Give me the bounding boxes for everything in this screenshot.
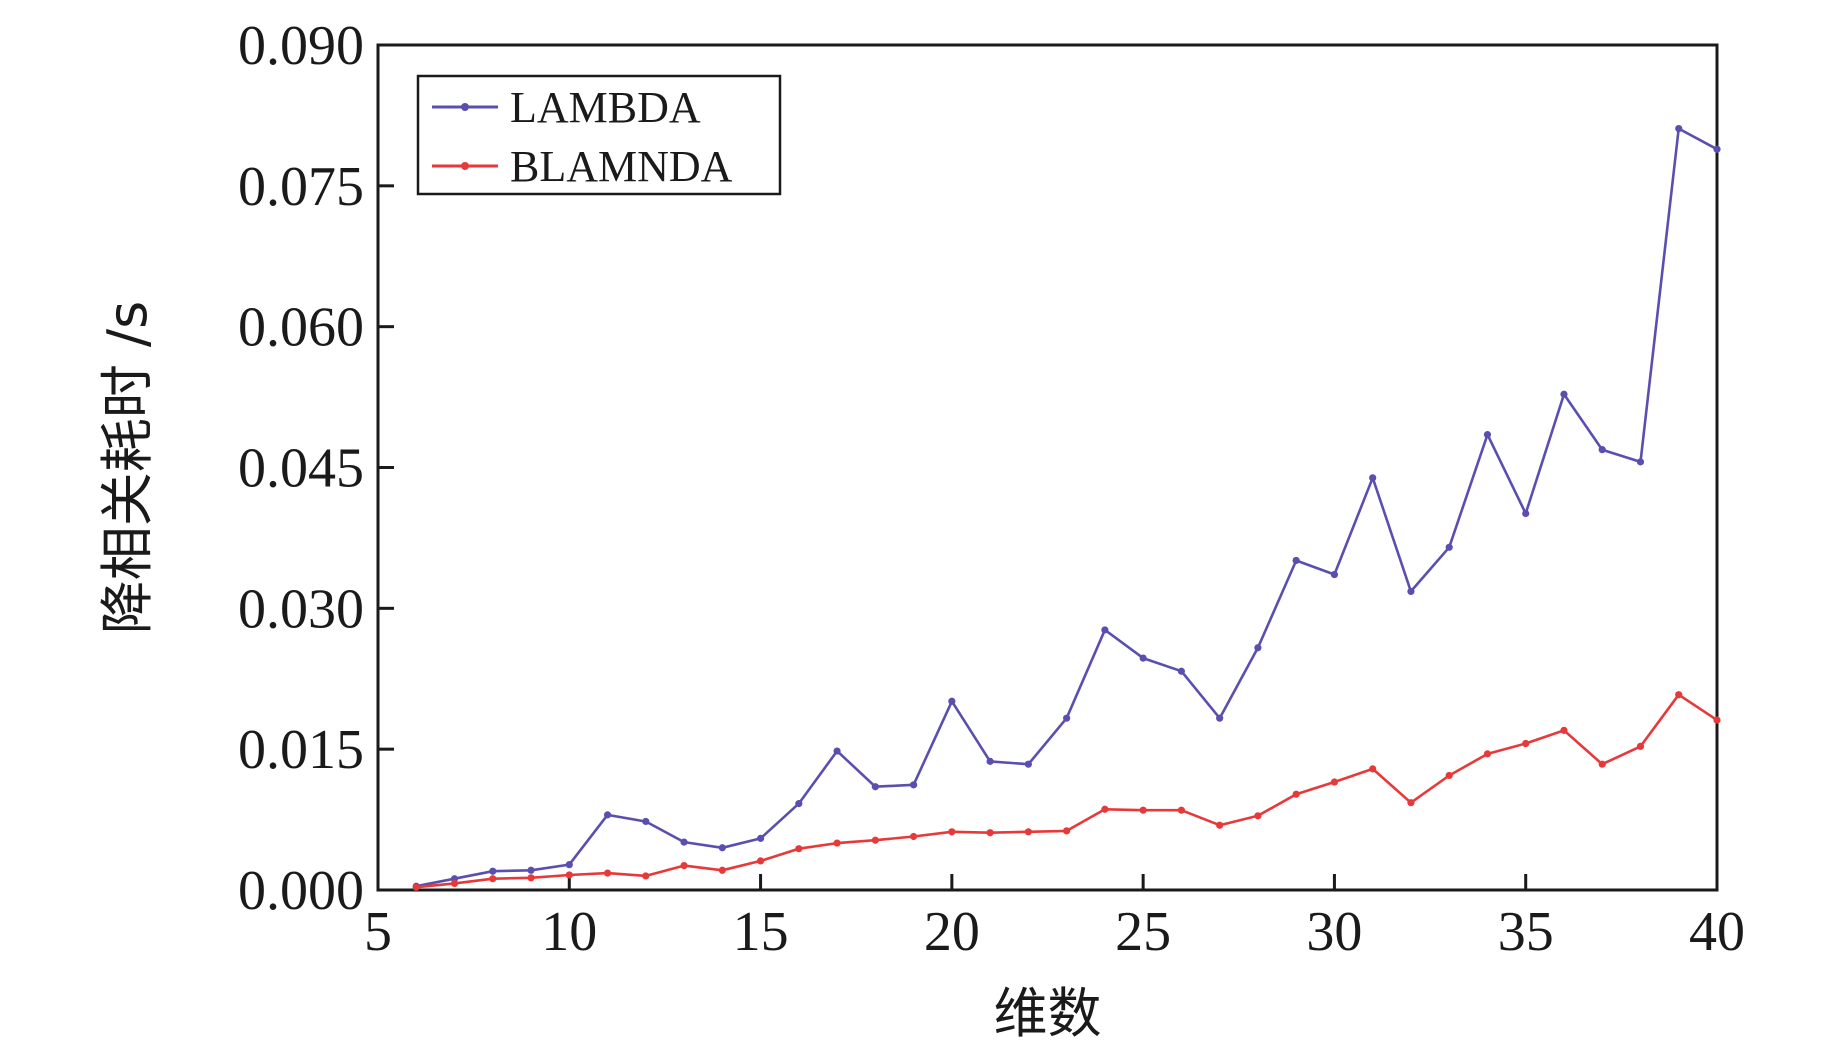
series-line-blamnda [416,693,1718,889]
data-point-blamnda [1713,716,1721,724]
y-tick-label: 0.060 [238,297,364,359]
x-tick-label: 25 [1115,901,1171,963]
data-point-blamnda [680,861,688,870]
x-tick-label: 20 [924,901,980,963]
data-point-lambda [1598,446,1606,454]
y-tick-label: 0.090 [238,15,364,77]
data-point-blamnda [948,828,956,836]
data-point-blamnda [1598,760,1606,768]
x-tick-label: 30 [1306,901,1362,963]
data-point-lambda [871,783,879,791]
data-point-blamnda [1522,739,1530,748]
data-point-blamnda [1445,771,1453,780]
data-point-lambda [642,817,650,826]
y-axis: 0.000 0.015 0.030 0.045 0.060 0.075 0.090 [238,15,394,922]
data-point-lambda [680,838,688,846]
legend-box [416,74,782,196]
data-point-blamnda [1369,765,1377,773]
data-point-blamnda [986,829,994,837]
data-point-lambda [1216,714,1224,722]
series-line-lambda [416,127,1718,888]
data-point-lambda [1292,556,1300,565]
data-point-lambda [795,800,803,808]
data-point-lambda [986,757,994,765]
data-point-lambda [1139,654,1147,662]
data-point-lambda [1330,570,1339,579]
data-point-blamnda [1560,726,1568,734]
data-point-blamnda [1216,821,1224,829]
data-point-blamnda [412,883,420,891]
data-point-lambda [1369,474,1377,482]
data-point-blamnda [1139,806,1147,814]
data-point-lambda [718,844,726,852]
data-point-blamnda [1675,691,1683,699]
y-tick-label: 0.030 [238,578,364,640]
data-point-blamnda [1063,827,1071,835]
x-tick-label: 40 [1689,901,1745,963]
y-tick-label: 0.015 [238,719,364,781]
series-layer [412,124,1721,891]
data-point-blamnda [756,857,765,865]
data-point-blamnda [871,836,879,844]
data-point-blamnda [1330,778,1339,786]
y-axis-title: 降相关耗时 /s [96,301,159,635]
data-point-lambda [1522,509,1530,518]
data-point-lambda [1483,431,1492,439]
data-point-blamnda [565,871,573,879]
data-point-blamnda [489,875,497,883]
data-point-lambda [527,866,535,874]
data-point-lambda [1560,390,1568,398]
legend-label-blamnda: BLAMNDA [510,142,733,191]
data-point-lambda [1177,667,1185,675]
data-point-lambda [910,781,918,789]
x-tick-label: 10 [541,901,597,963]
legend-label-lambda: LAMBDA [510,83,701,132]
data-point-blamnda [1101,805,1109,813]
data-point-blamnda [1636,742,1645,750]
x-axis: 5 10 15 20 25 30 35 40 [364,874,1745,963]
data-point-lambda [1636,458,1645,466]
data-point-lambda [603,811,612,819]
x-tick-label: 15 [733,901,789,963]
data-point-lambda [1445,543,1453,551]
data-point-blamnda [1254,812,1262,820]
data-point-blamnda [718,866,726,874]
x-tick-label: 35 [1498,901,1554,963]
data-point-blamnda [1024,828,1032,836]
data-point-lambda [1407,587,1415,596]
data-point-blamnda [910,832,918,841]
data-point-lambda [1024,760,1032,768]
x-tick-label: 5 [364,901,392,963]
data-point-blamnda [795,845,803,853]
data-point-lambda [756,834,765,842]
data-point-blamnda [450,879,459,888]
data-point-lambda [833,747,841,755]
data-point-blamnda [1177,806,1185,814]
data-point-blamnda [1483,750,1492,758]
data-point-lambda [1675,124,1683,133]
data-point-lambda [1101,626,1109,634]
y-tick-label: 0.075 [238,156,364,218]
y-tick-label: 0.045 [238,438,364,500]
data-point-blamnda [1292,790,1300,798]
data-point-blamnda [1407,799,1415,807]
data-point-blamnda [527,874,535,882]
legend-marker-blamnda [461,162,469,170]
x-axis-title: 维数 [994,982,1102,1045]
legend: LAMBDA BLAMNDA [416,74,782,196]
legend-marker-lambda [461,103,469,111]
data-point-lambda [1063,714,1071,722]
data-point-lambda [565,861,573,869]
data-point-lambda [1713,145,1721,153]
data-point-blamnda [642,872,650,880]
y-tick-label: 0.000 [238,860,364,922]
data-point-lambda [948,697,956,705]
data-point-blamnda [603,869,612,877]
data-point-lambda [489,867,497,875]
data-point-blamnda [833,839,841,847]
data-point-lambda [1254,644,1262,652]
